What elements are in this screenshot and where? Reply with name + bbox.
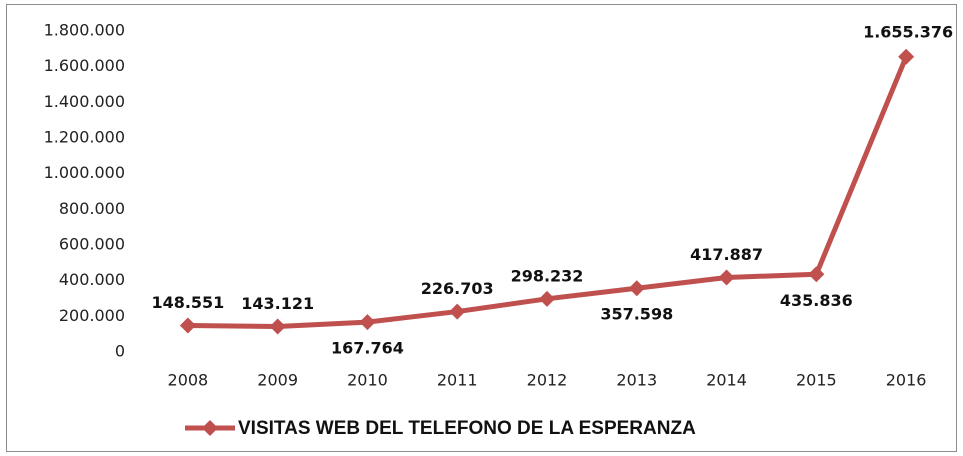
y-tick-label: 1.600.000 bbox=[44, 56, 125, 75]
y-tick-label: 0 bbox=[115, 342, 125, 361]
y-tick-label: 200.000 bbox=[59, 306, 125, 325]
point-marker bbox=[808, 266, 825, 283]
legend-marker bbox=[202, 420, 218, 436]
y-tick-label: 1.200.000 bbox=[44, 128, 125, 147]
data-label: 357.598 bbox=[600, 305, 673, 324]
x-tick-label: 2008 bbox=[168, 371, 209, 390]
y-tick-label: 400.000 bbox=[59, 270, 125, 289]
data-label: 1.655.376 bbox=[863, 22, 953, 41]
y-tick-label: 800.000 bbox=[59, 199, 125, 218]
data-label: 298.232 bbox=[511, 266, 584, 285]
x-tick-label: 2015 bbox=[796, 371, 837, 390]
y-tick-label: 1.800.000 bbox=[44, 21, 125, 40]
data-label: 435.836 bbox=[780, 291, 853, 310]
x-tick-label: 2012 bbox=[527, 371, 568, 390]
x-tick-label: 2010 bbox=[347, 371, 388, 390]
y-tick-label: 600.000 bbox=[59, 235, 125, 254]
point-marker bbox=[269, 318, 286, 335]
chart-border bbox=[6, 4, 957, 452]
point-marker bbox=[898, 48, 915, 65]
point-marker bbox=[718, 269, 735, 286]
point-marker bbox=[359, 314, 376, 331]
point-marker bbox=[449, 303, 466, 320]
y-tick-label: 1.400.000 bbox=[44, 92, 125, 111]
legend-label: VISITAS WEB DEL TELEFONO DE LA ESPERANZA bbox=[238, 418, 696, 439]
point-marker bbox=[539, 290, 555, 307]
x-tick-label: 2013 bbox=[616, 371, 657, 390]
point-marker bbox=[179, 317, 196, 334]
data-label: 417.887 bbox=[690, 245, 763, 264]
y-tick-label: 1.000.000 bbox=[44, 163, 125, 182]
x-tick-label: 2014 bbox=[706, 371, 747, 390]
data-label: 167.764 bbox=[331, 339, 404, 358]
data-label: 143.121 bbox=[241, 294, 314, 313]
data-label: 226.703 bbox=[421, 279, 494, 298]
x-tick-label: 2009 bbox=[257, 371, 298, 390]
x-tick-label: 2011 bbox=[437, 371, 478, 390]
point-marker bbox=[628, 280, 645, 297]
data-label: 148.551 bbox=[151, 293, 224, 312]
x-tick-label: 2016 bbox=[886, 371, 927, 390]
